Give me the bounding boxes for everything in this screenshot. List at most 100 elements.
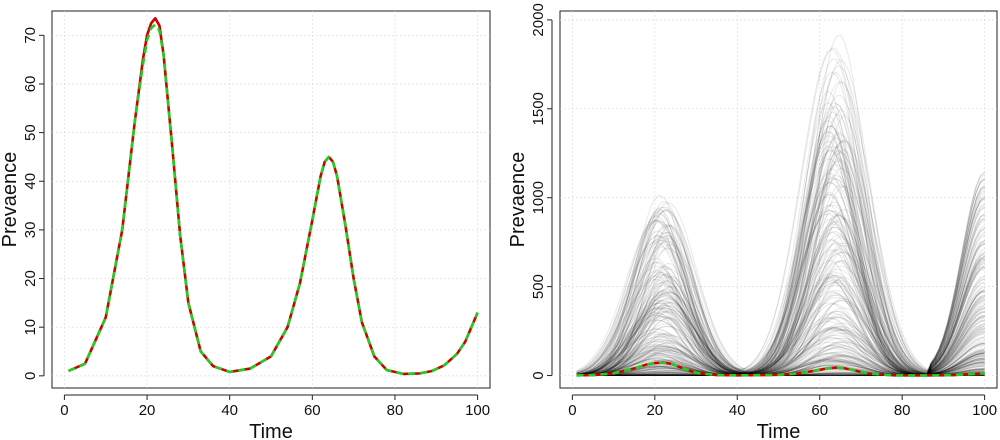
- x-tick-label: 0: [60, 402, 68, 419]
- ensemble-trajectory: [576, 274, 985, 377]
- ensemble-trajectory: [576, 220, 985, 376]
- ensemble-trajectory: [576, 177, 985, 377]
- ensemble-trajectory: [576, 242, 985, 376]
- left-grid: [52, 11, 490, 388]
- x-tick-label: 80: [387, 402, 404, 419]
- y-tick-label: 2000: [530, 3, 547, 36]
- ensemble-trajectory: [576, 294, 985, 376]
- ensemble-trajectory: [576, 206, 985, 374]
- ensemble-trajectory: [576, 34, 985, 375]
- ensemble-trajectory: [576, 231, 985, 377]
- ensemble-trajectory: [576, 209, 985, 376]
- ensemble-trajectory: [576, 299, 985, 376]
- ensemble-trajectory: [576, 185, 985, 375]
- ensemble-trajectory: [576, 284, 985, 377]
- ensemble-trajectory: [576, 159, 985, 376]
- left-axes: 0 20 40 60 80 100 0 10 20 30 40 50 60 70: [22, 27, 490, 419]
- ensemble-trajectory: [576, 273, 985, 376]
- ensemble-trajectory: [576, 145, 985, 375]
- ensemble-trajectory: [576, 164, 985, 377]
- left-panel: 0 20 40 60 80 100 0 10 20 30 40 50 60 70 Time Prevaen…: [0, 10, 491, 440]
- ensemble-trajectory: [576, 248, 985, 377]
- ensemble-trajectory: [576, 177, 985, 376]
- x-tick-label: 40: [729, 402, 746, 419]
- left-series: [68, 17, 479, 376]
- ensemble-trajectory: [576, 48, 985, 376]
- ensemble-trajectory: [576, 71, 985, 376]
- x-tick-label: 0: [568, 402, 576, 419]
- x-tick-label: 20: [139, 402, 156, 419]
- ensemble-trajectory: [576, 282, 985, 376]
- green-dashed-series: [68, 23, 479, 376]
- green-dashed-series: [576, 361, 985, 377]
- ensemble-trajectory: [576, 182, 985, 377]
- ensemble-trajectory: [576, 146, 985, 377]
- ensemble-trajectory: [576, 167, 985, 376]
- ensemble-trajectory: [576, 59, 985, 377]
- ensemble-trajectory: [576, 215, 985, 376]
- ensemble-trajectory: [576, 161, 985, 377]
- ensemble-trajectory: [576, 133, 985, 377]
- ensemble-trajectory: [576, 248, 985, 377]
- y-tick-label: 30: [22, 222, 39, 239]
- ensemble-trajectory: [576, 306, 985, 375]
- y-tick-label: 500: [530, 274, 547, 299]
- ensemble-trajectory: [576, 300, 985, 377]
- ensemble-trajectory: [576, 141, 985, 377]
- ensemble-trajectory: [576, 285, 985, 376]
- ensemble-trajectory: [576, 213, 985, 376]
- red-solid-series: [68, 17, 479, 376]
- ensemble-trajectory: [576, 332, 985, 377]
- ensemble-trajectory: [576, 236, 985, 376]
- ensemble-trajectory: [576, 185, 985, 377]
- ensemble-trajectory: [576, 232, 985, 377]
- ensemble-trajectory: [576, 214, 985, 375]
- ensemble-trajectory: [576, 251, 985, 375]
- ensemble-trajectory: [576, 226, 985, 376]
- y-tick-label: 1500: [530, 92, 547, 125]
- ensemble-trajectory: [576, 276, 985, 376]
- ensemble-trajectory: [576, 329, 985, 376]
- ensemble-trajectory: [576, 158, 985, 376]
- ensemble-trajectory: [576, 273, 985, 376]
- y-tick-label: 60: [22, 76, 39, 93]
- ensemble-trajectory: [576, 58, 985, 376]
- x-tick-label: 20: [646, 402, 663, 419]
- ensemble-trajectory: [576, 174, 985, 376]
- y-tick-label: 0: [530, 371, 547, 379]
- y-tick-label: 40: [22, 173, 39, 190]
- ensemble-trajectory: [576, 102, 985, 377]
- ensemble-trajectory: [576, 276, 985, 376]
- left-x-axis-title: Time: [249, 421, 293, 440]
- ensemble-trajectory: [576, 325, 985, 377]
- x-tick-label: 100: [465, 402, 490, 419]
- ensemble-trajectory: [576, 182, 985, 376]
- ensemble-trajectory: [576, 106, 985, 377]
- ensemble-trajectory: [576, 178, 985, 376]
- ensemble-trajectory: [576, 149, 985, 377]
- ensemble-trajectory: [576, 261, 985, 377]
- ensemble-trajectory: [576, 234, 985, 375]
- ensemble-trajectory: [576, 168, 985, 375]
- right-series: [576, 361, 985, 377]
- ensemble-trajectory: [576, 265, 985, 377]
- ensemble-trajectory: [576, 149, 985, 375]
- y-tick-label: 70: [22, 27, 39, 44]
- ensemble-trajectory: [576, 329, 985, 377]
- ensemble-trajectory: [576, 177, 985, 376]
- ensemble-trajectory: [576, 210, 985, 376]
- ensemble-trajectory: [576, 114, 985, 376]
- right-plot-frame: [559, 10, 998, 389]
- y-tick-label: 0: [22, 372, 39, 380]
- ensemble-trajectory: [576, 204, 985, 377]
- ensemble-trajectory: [576, 47, 985, 376]
- ensemble-trajectory: [576, 209, 985, 376]
- ensemble-trajectory: [576, 80, 985, 376]
- ensemble-trajectory: [576, 140, 985, 376]
- ensemble-trajectory: [576, 136, 985, 376]
- ensemble-trajectory: [576, 131, 985, 377]
- ensemble-trajectory: [576, 125, 985, 376]
- ensemble-trajectory: [576, 295, 985, 376]
